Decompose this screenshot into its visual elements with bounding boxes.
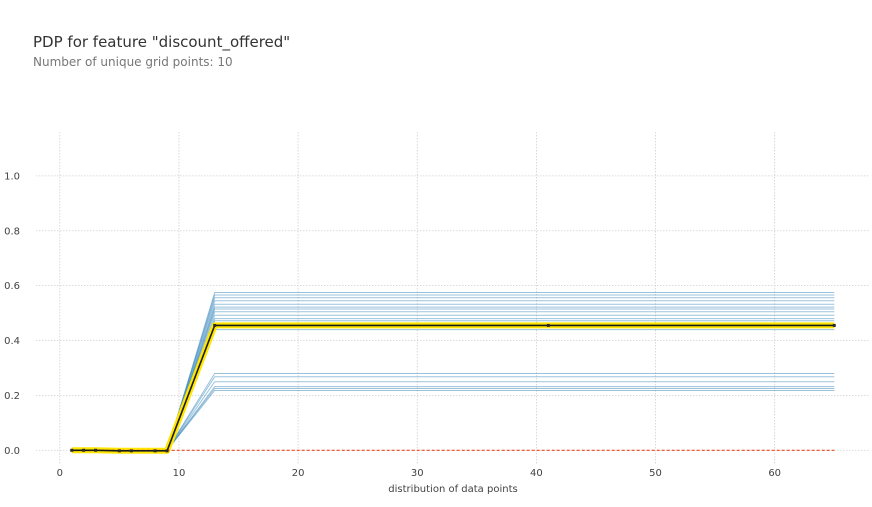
average-point [129,449,133,453]
x-tick-label: 40 [530,468,543,479]
ice-line [71,318,835,451]
x-tick-label: 20 [292,468,305,479]
y-tick-label: 0.8 [4,226,20,237]
ice-line [71,306,835,451]
ice-lines [71,292,835,451]
average-point [94,448,98,452]
x-tick-label: 0 [57,468,63,479]
y-tick-label: 0.2 [4,391,20,402]
average-point [213,323,217,327]
ice-line [71,311,835,451]
y-tick-label: 0.4 [4,336,20,347]
ice-line [71,308,835,451]
y-tick-label: 0.0 [4,446,20,457]
chart-subtitle: Number of unique grid points: 10 [33,55,233,69]
grid-lines [36,132,870,464]
average-point [70,448,74,452]
x-tick-label: 10 [173,468,186,479]
average-point [832,323,836,327]
x-axis-label: distribution of data points [388,484,517,495]
tick-labels: 0 10 20 30 40 50 60 0.0 0.2 0.4 0.6 0.8 1.0 [4,171,781,479]
average-point [117,449,121,453]
average-pdp [70,322,836,454]
title-block: PDP for feature "discount_offered" Numbe… [33,32,290,71]
average-point [82,448,86,452]
average-point [153,449,157,453]
ice-line [71,373,835,451]
average-line [71,324,835,452]
ice-line [71,314,835,451]
y-tick-label: 1.0 [4,171,20,182]
x-tick-label: 30 [411,468,424,479]
chart-title: PDP for feature "discount_offered" [33,33,291,51]
average-point [546,323,550,327]
x-tick-label: 50 [649,468,662,479]
average-point [165,449,169,453]
x-tick-label: 60 [768,468,781,479]
y-tick-label: 0.6 [4,281,20,292]
